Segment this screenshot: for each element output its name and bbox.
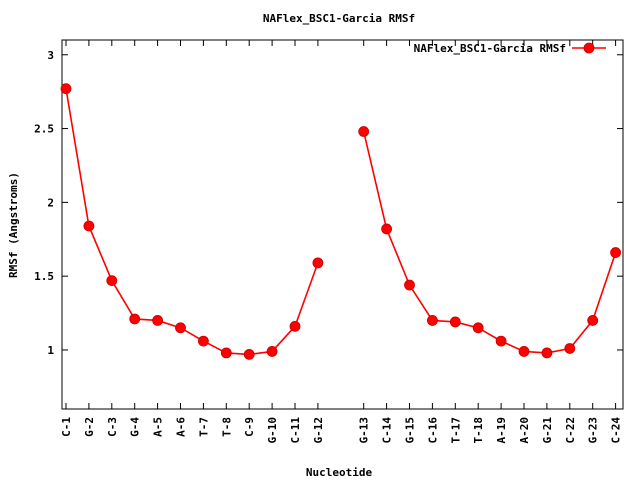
data-point bbox=[541, 347, 553, 359]
data-point bbox=[129, 313, 141, 325]
x-tick-label: A-6 bbox=[175, 417, 188, 437]
x-tick-label: G-15 bbox=[404, 417, 417, 444]
data-point bbox=[472, 322, 484, 334]
data-point bbox=[83, 220, 95, 232]
y-tick-label: 3 bbox=[47, 49, 54, 62]
series-line bbox=[65, 88, 319, 356]
series-layer bbox=[60, 83, 621, 360]
x-tick-label: G-12 bbox=[312, 417, 325, 444]
x-tick-label: C-14 bbox=[381, 417, 394, 444]
x-tick-label: T-8 bbox=[220, 417, 233, 437]
data-point bbox=[197, 335, 209, 347]
x-tick-label: T-18 bbox=[472, 417, 485, 444]
data-point bbox=[587, 315, 599, 326]
data-point bbox=[60, 83, 72, 95]
x-tick-label: C-22 bbox=[564, 417, 577, 444]
x-tick-label: A-20 bbox=[518, 417, 531, 444]
plot-frame bbox=[61, 39, 624, 410]
data-point bbox=[106, 275, 118, 286]
x-tick-label: A-5 bbox=[152, 417, 165, 437]
data-point bbox=[243, 348, 255, 360]
x-tick-label: C-9 bbox=[243, 417, 256, 437]
x-tick-label: G-13 bbox=[358, 417, 371, 444]
x-tick-label: T-17 bbox=[449, 417, 462, 444]
x-tick-label: A-19 bbox=[495, 417, 508, 444]
x-axis-label: Nucleotide bbox=[306, 466, 373, 479]
y-tick-label: 2 bbox=[47, 196, 54, 209]
data-point bbox=[495, 335, 507, 347]
legend: NAFlex_BSC1-Garcia RMSf bbox=[414, 42, 606, 55]
data-point bbox=[449, 316, 461, 328]
legend-marker bbox=[583, 42, 595, 54]
x-tick-label: G-2 bbox=[83, 417, 96, 437]
data-point bbox=[518, 346, 530, 357]
x-tick-label: G-4 bbox=[129, 417, 142, 437]
data-point bbox=[312, 257, 324, 269]
y-tick-label: 2.5 bbox=[34, 123, 54, 136]
data-point bbox=[564, 343, 576, 354]
x-tick-label: C-11 bbox=[289, 417, 302, 444]
legend-label: NAFlex_BSC1-Garcia RMSf bbox=[414, 42, 566, 55]
data-point bbox=[152, 315, 164, 326]
data-point bbox=[289, 320, 301, 332]
x-tick-label: G-21 bbox=[541, 417, 554, 444]
x-tick-label: C-16 bbox=[426, 417, 439, 444]
y-tick-label: 1.5 bbox=[34, 270, 54, 283]
data-point bbox=[175, 322, 186, 334]
data-point bbox=[266, 346, 278, 357]
x-axis: C-1 G-2 C-3 G-4 A-5 A-6 T-7 T-8 C-9 G-10 C-11 G-12 G… bbox=[60, 40, 623, 444]
x-tick-label: C-1 bbox=[60, 417, 73, 437]
data-point bbox=[381, 223, 393, 235]
x-tick-label: C-24 bbox=[610, 417, 623, 444]
x-tick-label: G-23 bbox=[587, 417, 600, 444]
data-point bbox=[610, 247, 621, 258]
x-tick-label: C-3 bbox=[106, 417, 119, 437]
x-tick-label: T-7 bbox=[197, 417, 210, 437]
data-point bbox=[220, 347, 232, 359]
y-axis: 1 1.5 2 2.5 3 bbox=[34, 49, 623, 357]
x-tick-label: G-10 bbox=[266, 417, 279, 444]
y-tick-label: 1 bbox=[47, 344, 54, 357]
data-point bbox=[404, 279, 415, 291]
series-line bbox=[362, 131, 617, 354]
data-point bbox=[426, 315, 438, 326]
data-point bbox=[358, 126, 370, 137]
y-axis-label: RMSf (Angstroms) bbox=[7, 172, 20, 278]
chart-title: NAFlex_BSC1-Garcia RMSf bbox=[263, 12, 415, 25]
